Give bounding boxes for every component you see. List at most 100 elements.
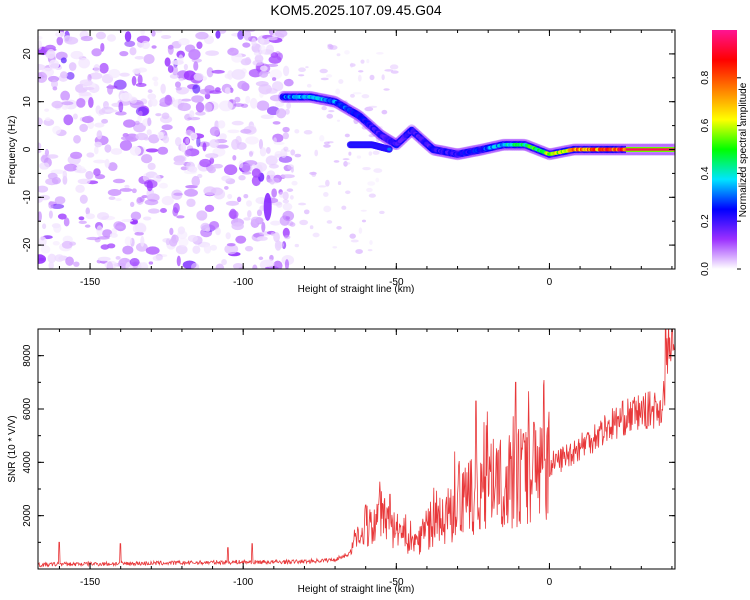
noise-blob [124,31,132,42]
noise-blob [366,58,370,64]
noise-blob [188,166,198,173]
noise-blob [38,40,43,50]
noise-blob [174,136,182,147]
noise-blob [63,217,70,227]
noise-blob [63,163,78,172]
noise-blob [265,147,271,154]
noise-blob [273,137,277,144]
noise-blob [44,149,49,157]
noise-blob [40,245,51,254]
noise-blob [232,155,237,161]
noise-blob [84,224,91,228]
noise-blob [338,79,344,84]
noise-blob [241,163,253,173]
noise-blob [108,196,116,200]
noise-blob [183,70,197,81]
noise-blob [184,188,198,197]
noise-blob [243,193,249,199]
noise-blob [258,138,264,150]
noise-blob [227,129,240,134]
noise-blob [196,210,208,221]
noise-blob [110,148,123,155]
noise-blob [210,244,218,251]
noise-blob [368,151,373,156]
noise-blob [205,227,211,232]
noise-blob [91,48,102,57]
noise-blob [280,174,295,179]
noise-blob [245,200,253,207]
noise-blob [240,58,252,66]
noise-blob [50,203,65,209]
noise-blob [329,105,337,109]
noise-blob [294,243,299,248]
snr-panel: -150 -100 -50 0 2000 4000 6000 8000 Height of s… [7,328,676,595]
noise-blob [350,93,355,98]
noise-blob [325,179,330,187]
noise-blob [278,191,285,198]
noise-blob [172,65,178,76]
noise-blob [39,162,50,170]
noise-blob [283,65,290,77]
noise-blob [271,77,277,81]
noise-blob [167,65,174,73]
noise-blob [159,182,168,189]
noise-blob [369,74,375,81]
noise-blob [368,133,375,138]
noise-blob [134,120,140,126]
noise-blob [131,75,137,86]
noise-blob [119,72,130,77]
noise-blob [38,236,47,247]
noise-blob [81,115,94,124]
noise-blob [260,65,268,72]
noise-blob [96,130,103,140]
noise-blob [282,199,290,204]
noise-blob [130,211,142,221]
noise-blob [224,87,231,95]
noise-blob [283,146,289,151]
noise-blob [294,153,302,158]
noise-blob [361,219,367,223]
noise-blob [104,144,112,153]
noise-blob [60,57,67,64]
noise-blob [150,98,158,107]
noise-blob [75,166,85,171]
noise-streak [263,192,272,221]
noise-blob [273,141,285,145]
noise-blob [173,192,183,196]
noise-blob [225,200,239,206]
noise-blob [289,222,296,227]
noise-blob [96,212,110,221]
noise-blob [319,68,328,74]
noise-blob [181,98,192,102]
x-tick-label: -150 [80,277,100,288]
noise-blob [121,219,134,223]
noise-blob [242,42,251,48]
y-tick-label: 4000 [22,451,33,474]
noise-blob [284,108,290,115]
noise-blob [38,257,45,261]
noise-blob [186,198,196,208]
noise-blob [312,232,320,238]
noise-blob [115,256,121,260]
noise-blob [195,102,205,113]
noise-blob [251,168,261,178]
y-tick-label: 10 [22,96,33,108]
noise-blob [115,198,122,202]
noise-blob [106,243,116,249]
noise-blob [342,158,350,161]
noise-blob [326,220,333,224]
noise-blob [213,188,226,200]
noise-blob [47,253,57,264]
noise-blob [190,132,198,140]
noise-blob [245,136,259,145]
noise-blob [221,258,227,266]
colorbar-strip [712,30,737,269]
noise-blob [145,148,159,153]
noise-blob [253,51,262,56]
noise-blob [209,90,222,94]
noise-blob [184,149,192,157]
noise-blob [135,82,147,87]
noise-blob [175,87,182,91]
noise-blob [323,192,329,197]
noise-blob [320,77,329,81]
